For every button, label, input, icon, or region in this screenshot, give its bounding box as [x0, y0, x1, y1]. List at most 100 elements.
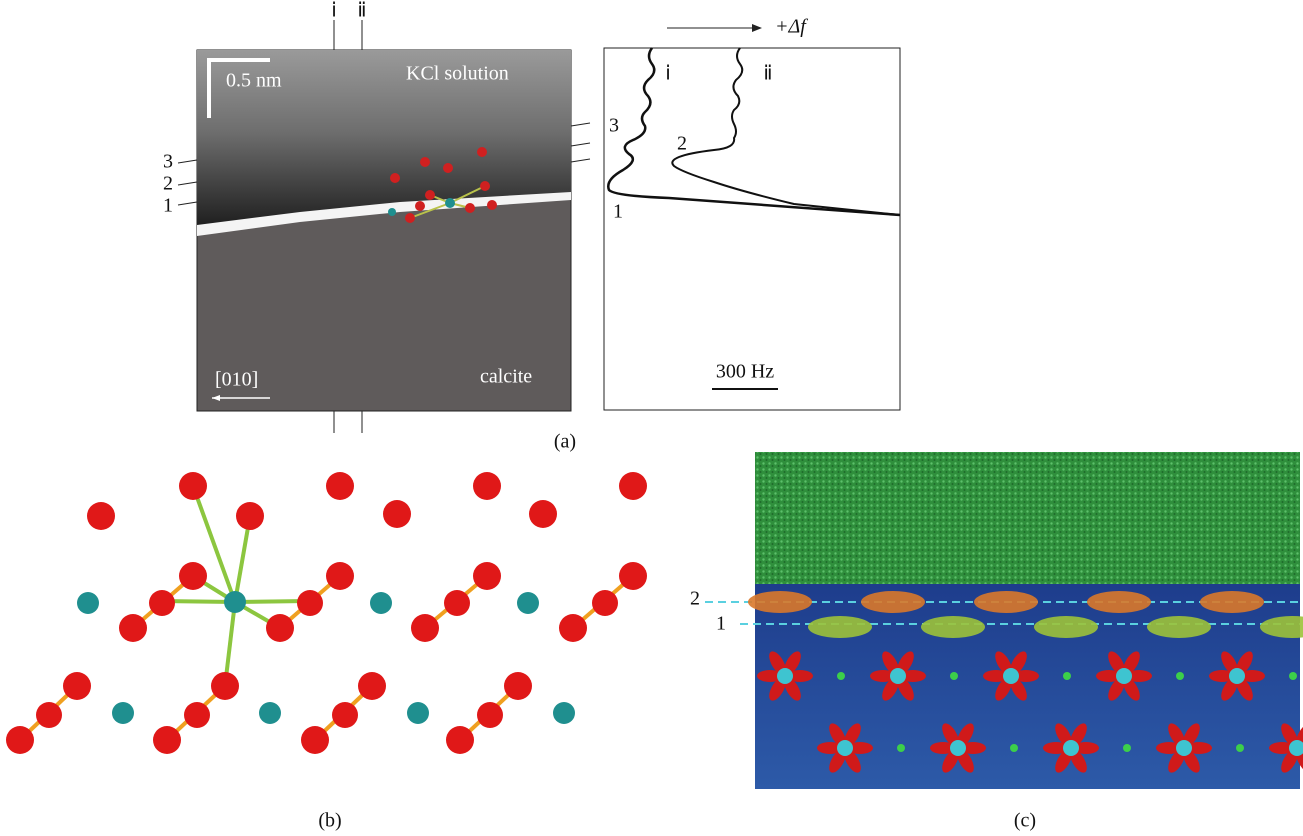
tip-label: ⅱ	[357, 0, 366, 22]
molecule-arm	[847, 742, 873, 754]
layer-label: 1	[163, 195, 173, 217]
oxygen-atom	[6, 726, 34, 754]
molecule-arm	[1073, 742, 1099, 754]
ion-layer	[1260, 616, 1303, 638]
peak-label: 3	[609, 115, 619, 137]
oxygen-atom	[619, 472, 647, 500]
calcium-atom	[112, 702, 134, 724]
caption: (a)	[554, 431, 576, 453]
molecule-arm	[1239, 670, 1265, 682]
ion	[1236, 744, 1244, 752]
oxygen-atom	[411, 614, 439, 642]
bond	[233, 515, 252, 603]
oxygen-atom	[211, 672, 239, 700]
oxygen-atom	[63, 672, 91, 700]
oxygen-atom	[358, 672, 386, 700]
molecule-center	[1116, 668, 1132, 684]
oxygen-atom	[504, 672, 532, 700]
ion-layer	[1200, 591, 1264, 613]
molecule-center	[1289, 740, 1303, 756]
afm-image	[177, 20, 591, 433]
molecule-center	[777, 668, 793, 684]
bond	[191, 485, 237, 603]
crystal-structure	[6, 472, 647, 754]
oxygen-atom	[332, 702, 358, 728]
layer-label: 1	[716, 613, 726, 635]
oxygen-atom	[184, 702, 210, 728]
simulation-snapshot	[705, 452, 1303, 789]
oxygen-atom	[473, 562, 501, 590]
calcium-atom	[370, 592, 392, 614]
scale-bar-label: 300 Hz	[716, 361, 774, 383]
curve-label: ⅱ	[763, 63, 772, 85]
layer-label: 2	[163, 173, 173, 195]
calcium-atom	[77, 592, 99, 614]
peak-label: 1	[613, 201, 623, 223]
molecule-arm	[1209, 670, 1235, 682]
molecule-arm	[983, 670, 1009, 682]
oxygen-atom	[301, 726, 329, 754]
molecule-arm	[930, 742, 956, 754]
oxygen-atom	[149, 590, 175, 616]
oxygen-atom	[266, 614, 294, 642]
oxygen-atom	[179, 562, 207, 590]
molecule-arm	[757, 670, 783, 682]
layer-label: 2	[690, 588, 700, 610]
ion	[1010, 744, 1018, 752]
molecule-center	[1229, 668, 1245, 684]
molecule-center	[890, 668, 906, 684]
caption: (b)	[318, 810, 341, 832]
ion	[950, 672, 958, 680]
ion	[1063, 672, 1071, 680]
molecule-arm	[1126, 670, 1152, 682]
oxygen-atom	[87, 502, 115, 530]
peak-label: 2	[677, 133, 687, 155]
ion	[837, 672, 845, 680]
caption: (c)	[1014, 810, 1036, 832]
oxygen-atom	[619, 562, 647, 590]
ion	[1289, 672, 1297, 680]
oxygen-atom	[326, 472, 354, 500]
oxygen-atom	[446, 726, 474, 754]
bond	[234, 599, 309, 604]
oxygen-atom	[473, 472, 501, 500]
calcium-atom	[553, 702, 575, 724]
ion	[897, 744, 905, 752]
molecule-arm	[1156, 742, 1182, 754]
molecule-arm	[1013, 670, 1039, 682]
molecule-arm	[870, 670, 896, 682]
molecule-center	[1063, 740, 1079, 756]
scale-bar-label: 0.5 nm	[226, 70, 282, 92]
oxygen-atom	[153, 726, 181, 754]
axis-label: +Δf	[775, 16, 808, 38]
ion-layer	[748, 591, 812, 613]
ion-layer	[808, 616, 872, 638]
calcium-atom	[517, 592, 539, 614]
molecule-arm	[1186, 742, 1212, 754]
molecule-arm	[1096, 670, 1122, 682]
calcium-atom	[407, 702, 429, 724]
molecule-center	[1176, 740, 1192, 756]
ion-layer	[974, 591, 1038, 613]
ion	[1176, 672, 1184, 680]
ion-layer	[1087, 591, 1151, 613]
oxygen-atom	[477, 702, 503, 728]
oxygen-atom	[119, 614, 147, 642]
oxygen-atom	[559, 614, 587, 642]
molecule-center	[837, 740, 853, 756]
oxygen-atom	[529, 500, 557, 528]
ion-layer	[1034, 616, 1098, 638]
molecule-arm	[1043, 742, 1069, 754]
ion	[1123, 744, 1131, 752]
molecule-arm	[817, 742, 843, 754]
curve-label: ⅰ	[665, 63, 671, 85]
tip-label: ⅰ	[331, 0, 337, 22]
molecule-arm	[1269, 742, 1295, 754]
solution-label: KCl solution	[406, 63, 509, 85]
direction-label: [010]	[215, 369, 258, 391]
oxygen-atom	[592, 590, 618, 616]
ion-layer	[921, 616, 985, 638]
oxygen-atom	[326, 562, 354, 590]
layer-label: 3	[163, 151, 173, 173]
